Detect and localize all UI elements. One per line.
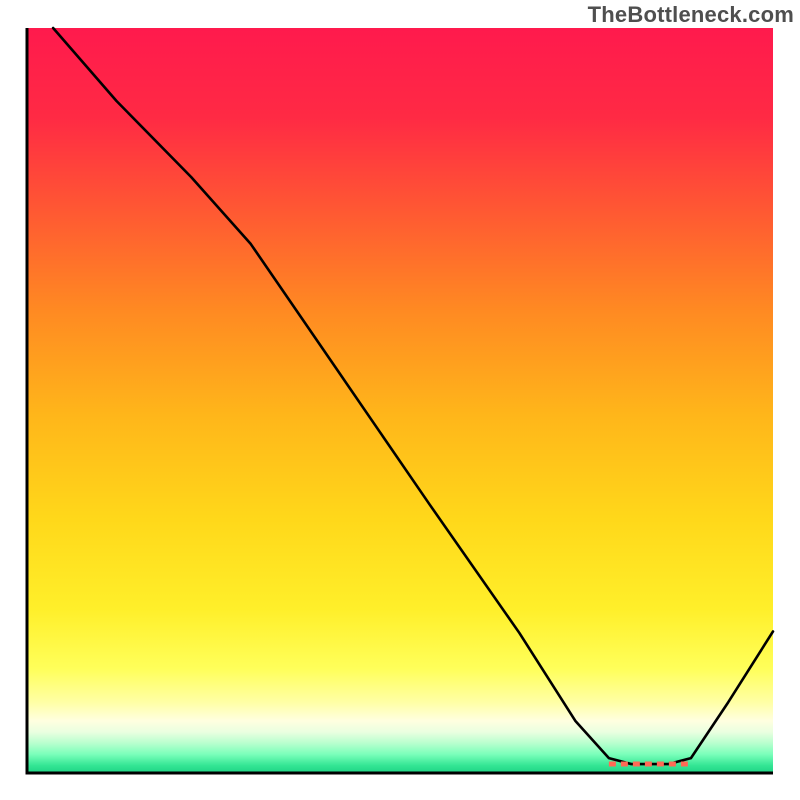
bottleneck-chart: [0, 0, 800, 800]
watermark-text: TheBottleneck.com: [588, 2, 794, 28]
chart-background: [27, 28, 773, 773]
